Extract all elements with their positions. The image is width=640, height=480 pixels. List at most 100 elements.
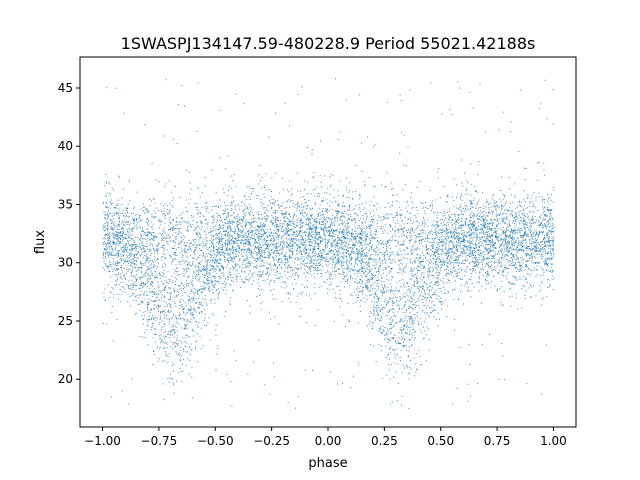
data-point bbox=[190, 305, 191, 307]
data-point bbox=[350, 257, 352, 259]
data-point bbox=[457, 250, 459, 252]
data-point bbox=[259, 226, 261, 228]
data-point bbox=[508, 282, 510, 283]
data-point bbox=[308, 256, 310, 258]
data-point bbox=[305, 221, 307, 223]
data-point bbox=[374, 301, 376, 303]
data-point bbox=[118, 209, 120, 211]
data-point bbox=[545, 251, 546, 253]
data-point bbox=[293, 288, 295, 290]
data-point bbox=[536, 238, 538, 240]
data-point bbox=[161, 340, 163, 342]
data-point bbox=[477, 382, 479, 384]
data-point bbox=[545, 262, 547, 264]
data-point bbox=[169, 303, 171, 305]
data-point bbox=[399, 224, 401, 226]
data-point bbox=[304, 243, 306, 245]
data-point bbox=[215, 233, 217, 235]
data-point bbox=[340, 240, 342, 242]
data-point bbox=[547, 238, 549, 240]
data-point bbox=[127, 246, 128, 248]
data-point bbox=[274, 209, 276, 211]
data-point bbox=[473, 232, 475, 234]
data-point bbox=[343, 235, 345, 237]
data-point bbox=[136, 261, 137, 263]
data-point bbox=[303, 244, 304, 246]
data-point bbox=[488, 206, 490, 208]
data-point bbox=[348, 255, 350, 257]
data-point bbox=[512, 259, 513, 261]
data-point bbox=[309, 259, 311, 261]
data-point bbox=[510, 253, 512, 255]
data-point bbox=[418, 290, 420, 292]
data-point bbox=[370, 287, 372, 289]
data-point bbox=[299, 226, 301, 228]
data-point bbox=[318, 239, 320, 241]
data-point bbox=[293, 214, 295, 216]
data-point bbox=[446, 201, 448, 203]
data-point bbox=[273, 282, 275, 283]
data-point bbox=[236, 275, 238, 277]
data-point bbox=[229, 222, 231, 224]
data-point bbox=[462, 230, 464, 232]
data-point bbox=[152, 322, 154, 324]
data-point bbox=[265, 218, 267, 220]
data-point bbox=[548, 210, 550, 211]
data-point bbox=[193, 296, 195, 298]
data-point bbox=[455, 229, 457, 231]
data-point bbox=[223, 219, 225, 221]
data-point bbox=[261, 228, 263, 230]
data-point bbox=[317, 264, 319, 266]
data-point bbox=[437, 279, 439, 281]
data-point bbox=[409, 278, 411, 280]
data-point bbox=[392, 319, 394, 321]
data-point bbox=[313, 260, 315, 262]
data-point bbox=[446, 196, 448, 198]
data-point bbox=[357, 242, 359, 244]
data-point bbox=[549, 219, 551, 221]
data-point bbox=[280, 258, 282, 260]
data-point bbox=[523, 190, 525, 191]
data-point bbox=[440, 287, 442, 289]
data-point bbox=[312, 228, 314, 230]
data-point bbox=[452, 251, 454, 253]
data-point bbox=[303, 232, 305, 234]
data-point bbox=[475, 190, 477, 192]
data-point bbox=[520, 266, 522, 268]
data-point bbox=[297, 201, 299, 203]
data-point bbox=[144, 248, 146, 250]
data-point bbox=[184, 292, 186, 294]
data-point bbox=[375, 361, 377, 363]
data-point bbox=[528, 253, 530, 255]
data-point bbox=[396, 214, 398, 216]
data-point bbox=[357, 270, 359, 271]
data-point bbox=[547, 286, 549, 288]
data-point bbox=[441, 301, 443, 303]
data-point bbox=[362, 222, 364, 224]
data-point bbox=[373, 310, 375, 312]
data-point bbox=[160, 275, 162, 277]
data-point bbox=[385, 259, 387, 261]
data-point bbox=[518, 222, 520, 224]
data-point bbox=[336, 210, 338, 212]
data-point bbox=[436, 171, 438, 173]
data-point bbox=[540, 241, 542, 243]
data-point bbox=[238, 245, 239, 247]
data-point bbox=[473, 228, 475, 230]
data-point bbox=[526, 246, 528, 248]
data-point bbox=[552, 241, 554, 243]
data-point bbox=[117, 240, 119, 242]
data-point bbox=[494, 254, 496, 256]
data-point bbox=[470, 163, 472, 165]
data-point bbox=[549, 215, 551, 217]
data-point bbox=[261, 187, 262, 189]
data-point bbox=[519, 241, 521, 243]
data-point bbox=[237, 250, 239, 252]
data-point bbox=[549, 236, 550, 238]
data-point bbox=[123, 246, 125, 248]
data-point bbox=[167, 212, 169, 214]
data-point bbox=[268, 284, 270, 286]
data-point bbox=[108, 210, 110, 212]
data-point bbox=[121, 270, 123, 272]
data-point bbox=[172, 248, 174, 250]
